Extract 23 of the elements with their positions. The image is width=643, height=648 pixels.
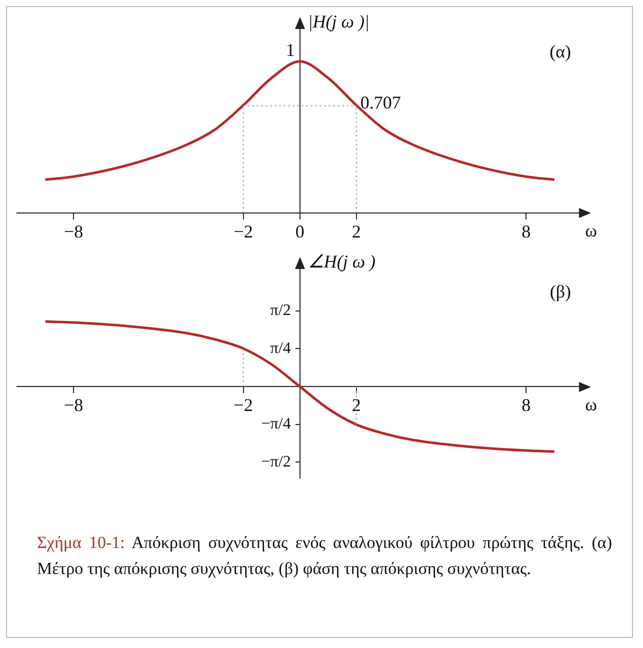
- x-tick-label: 2: [352, 222, 361, 242]
- annotation: (β): [550, 282, 571, 302]
- x-axis-title: ω: [585, 394, 598, 414]
- annotation: 1: [286, 40, 295, 60]
- line-series: [44, 320, 556, 453]
- x-tick-label: −2: [234, 222, 253, 242]
- y-tick-label: −π/4: [261, 416, 291, 433]
- y-tick-label: −π/2: [261, 453, 291, 470]
- x-tick-label: −8: [64, 395, 84, 416]
- x-tick-label: −2: [234, 395, 253, 416]
- x-tick-label: 2: [352, 395, 361, 416]
- annotation: 0.707: [360, 92, 401, 113]
- x-tick-label: 0: [295, 222, 304, 242]
- x-tick-label: 8: [522, 222, 531, 242]
- y-tick-label: π/4: [270, 340, 291, 357]
- x-axis-title: ω: [585, 220, 598, 241]
- x-tick-label: 8: [522, 395, 531, 416]
- y-tick-label: π/2: [270, 302, 291, 320]
- text: Σχήμα 10-1: Απόκριση συχνότητας ενός αναλογικού φίλτρου πρώτης τάξης. (α) Μέτρο της απόκρισης συχνότητας, (β) φάση της απόκρισης συχνότητας.: [37, 533, 612, 578]
- y-axis-title: |H(j ω )|: [308, 12, 370, 32]
- annotation: (α): [550, 42, 572, 62]
- x-tick-label: −8: [64, 222, 84, 242]
- y-axis-title: ∠H(j ω ): [308, 252, 376, 272]
